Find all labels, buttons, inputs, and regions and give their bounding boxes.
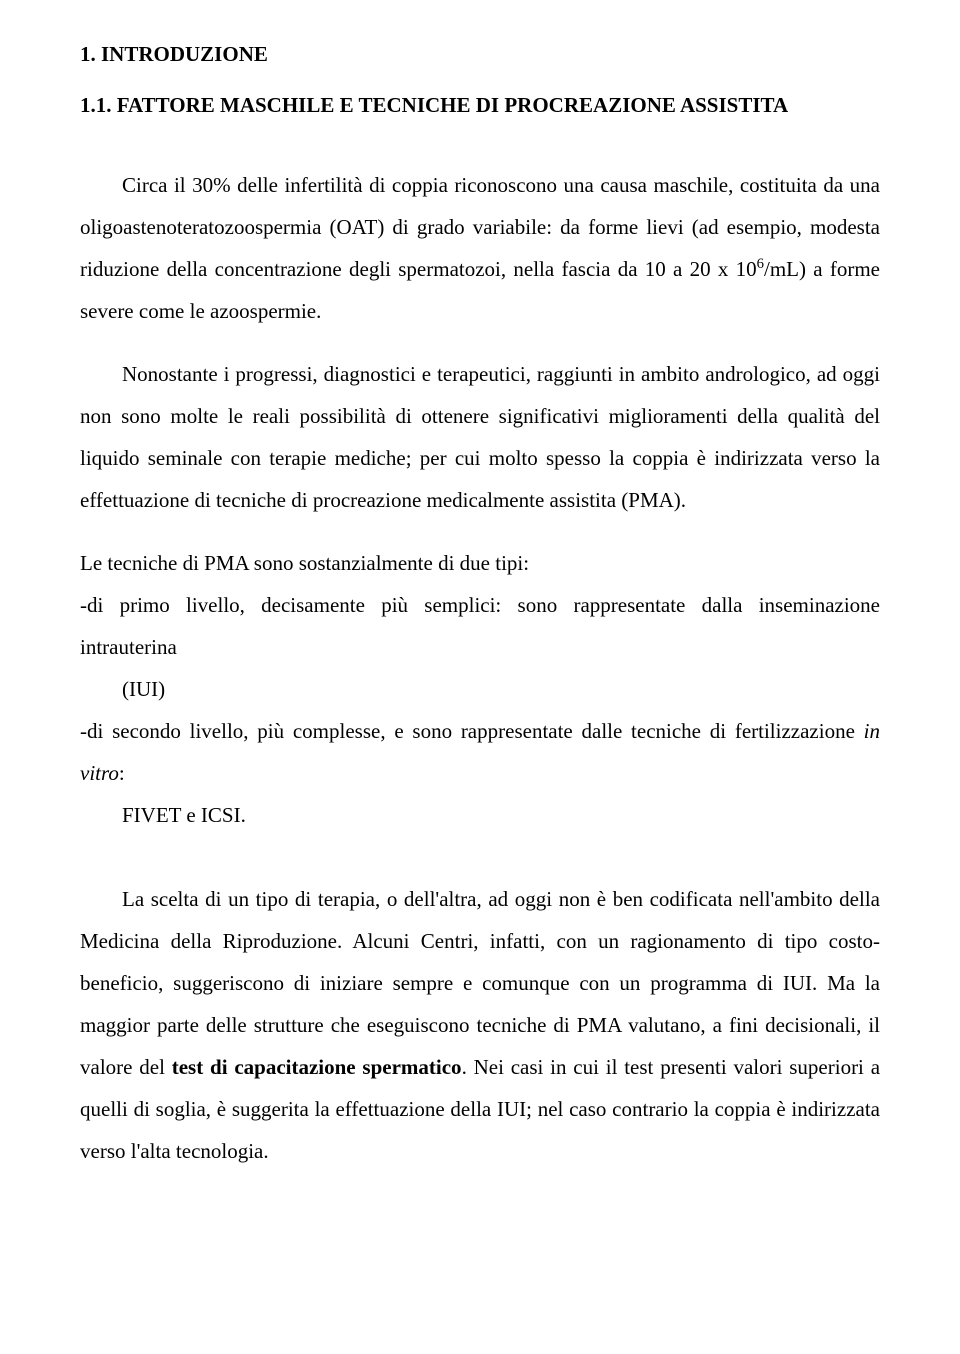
list-item-2-sub: FIVET e ICSI.: [80, 794, 880, 836]
list-item-1: -di primo livello, decisamente più sempl…: [80, 584, 880, 668]
paragraph-4-text-a: La scelta di un tipo di terapia, o dell'…: [80, 887, 880, 1079]
paragraph-1: Circa il 30% delle infertilità di coppia…: [80, 164, 880, 332]
list-item-2: -di secondo livello, più complesse, e so…: [80, 710, 880, 794]
heading-1: 1. INTRODUZIONE: [80, 42, 880, 67]
document-page: 1. INTRODUZIONE 1.1. FATTORE MASCHILE E …: [0, 0, 960, 1354]
list-item-2-text-a: -di secondo livello, più complesse, e so…: [80, 719, 864, 743]
heading-2: 1.1. FATTORE MASCHILE E TECNICHE DI PROC…: [80, 93, 880, 118]
paragraph-4: La scelta di un tipo di terapia, o dell'…: [80, 878, 880, 1172]
paragraph-1-superscript: 6: [757, 256, 764, 272]
list-item-1-sub: (IUI): [80, 668, 880, 710]
paragraph-4-bold-1: test di capacitazione spermatico: [172, 1055, 462, 1079]
paragraph-3: Le tecniche di PMA sono sostanzialmente …: [80, 542, 880, 584]
paragraph-2: Nonostante i progressi, diagnostici e te…: [80, 353, 880, 521]
list-item-2-text-b: :: [119, 761, 125, 785]
